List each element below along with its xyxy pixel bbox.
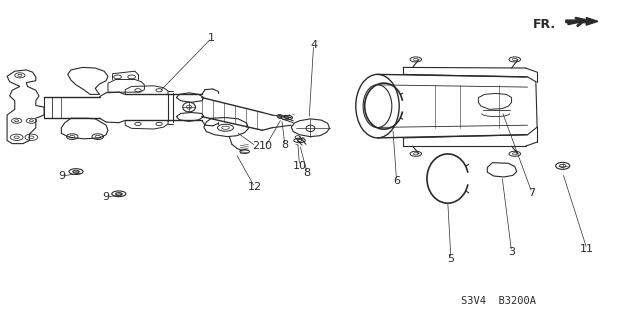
Text: FR.: FR.	[533, 18, 556, 31]
Text: 9: 9	[102, 192, 109, 202]
Text: 11: 11	[580, 244, 594, 254]
Text: 3: 3	[508, 247, 515, 256]
Text: 9: 9	[58, 171, 65, 181]
Text: 10: 10	[259, 141, 273, 151]
Text: 5: 5	[447, 254, 454, 263]
Text: S3V4  B3200A: S3V4 B3200A	[461, 296, 536, 306]
Text: 2: 2	[253, 141, 260, 151]
Text: 10: 10	[292, 161, 307, 171]
Text: 4: 4	[310, 40, 317, 49]
Text: 8: 8	[282, 140, 289, 150]
Text: 8: 8	[303, 168, 311, 178]
Text: 6: 6	[393, 176, 400, 186]
Text: 7: 7	[529, 188, 536, 198]
Text: 12: 12	[248, 182, 262, 192]
Polygon shape	[566, 18, 598, 25]
Text: 1: 1	[208, 33, 215, 43]
